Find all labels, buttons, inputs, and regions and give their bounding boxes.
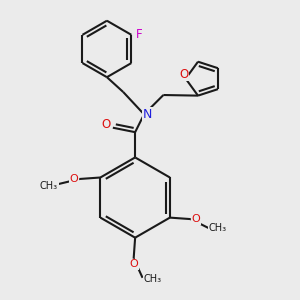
Text: O: O (180, 68, 189, 81)
Text: O: O (192, 214, 200, 224)
Text: F: F (136, 28, 142, 41)
Text: O: O (70, 174, 79, 184)
Text: N: N (143, 108, 152, 121)
Text: O: O (102, 118, 111, 130)
Text: O: O (129, 260, 138, 269)
Text: CH₃: CH₃ (40, 181, 58, 191)
Text: CH₃: CH₃ (209, 223, 227, 233)
Text: CH₃: CH₃ (143, 274, 161, 284)
